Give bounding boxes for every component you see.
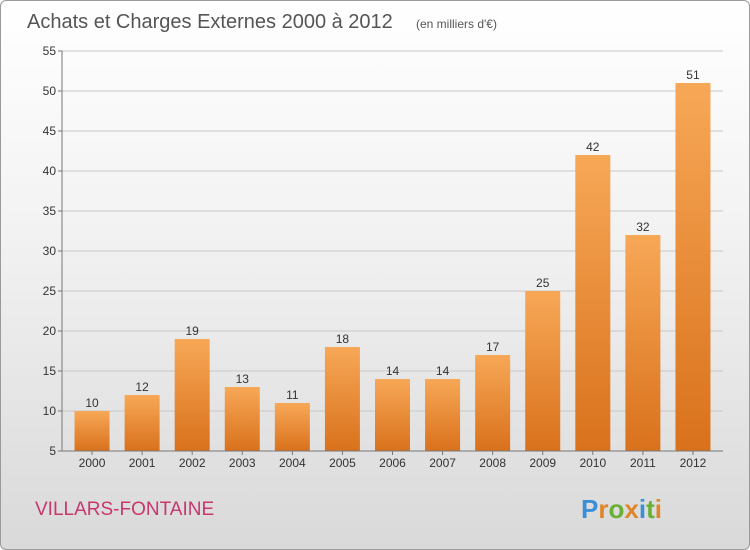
- logo-letter: o: [608, 494, 624, 524]
- bar-2010: [575, 155, 611, 451]
- x-tick-label-2003: 2003: [229, 456, 256, 470]
- bars: 10 12 19 13 11 18 14 14 17 25 42 32 51: [74, 68, 711, 451]
- x-tick-label-2009: 2009: [529, 456, 556, 470]
- bar-2002: [174, 339, 210, 451]
- x-tick-label-2001: 2001: [129, 456, 156, 470]
- bar-2009: [525, 291, 561, 451]
- x-tick-label-2005: 2005: [329, 456, 356, 470]
- value-label-2003: 13: [236, 372, 250, 386]
- axes: [61, 51, 723, 452]
- logo-letter: P: [581, 494, 598, 524]
- logo-text: Proxiti: [581, 494, 662, 524]
- x-tick-label-2010: 2010: [579, 456, 606, 470]
- value-label-2002: 19: [186, 324, 200, 338]
- bar-2005: [324, 347, 360, 451]
- y-tick-label: 25: [43, 284, 57, 298]
- x-tick-label-2000: 2000: [79, 456, 106, 470]
- bar-2008: [475, 355, 511, 451]
- value-label-2011: 32: [636, 220, 650, 234]
- x-tick-label-2004: 2004: [279, 456, 306, 470]
- bar-2012: [675, 83, 711, 451]
- y-tick-label: 35: [43, 204, 57, 218]
- bar-2006: [375, 379, 410, 451]
- value-label-2008: 17: [486, 340, 500, 354]
- y-tick-label: 5: [49, 444, 56, 458]
- y-tick-label: 45: [43, 124, 57, 138]
- value-label-2001: 12: [135, 380, 149, 394]
- commune-name: VILLARS-FONTAINE: [35, 499, 214, 520]
- y-tick-label: 20: [43, 324, 57, 338]
- value-label-2010: 42: [586, 140, 600, 154]
- y-axis-ticks: 5 10 15 20 25 30 35 40 45 50 55: [43, 44, 62, 458]
- x-axis-ticks: 2000 2001 2002 2003 2004 2005 2006 2007 2008 2009…: [79, 451, 707, 470]
- chart-subtitle: (en milliers d'€): [416, 17, 497, 31]
- bar-2004: [274, 403, 310, 451]
- bar-2000: [74, 411, 110, 451]
- logo-letter: r: [598, 494, 608, 524]
- x-tick-label-2006: 2006: [379, 456, 406, 470]
- y-tick-label: 30: [43, 244, 57, 258]
- logo-letter: x: [624, 494, 639, 524]
- bar-2007: [425, 379, 461, 451]
- y-tick-label: 10: [43, 404, 57, 418]
- logo-letter: t: [646, 494, 655, 524]
- value-label-2000: 10: [85, 396, 99, 410]
- bar-2003: [224, 387, 260, 451]
- value-label-2006: 14: [386, 364, 400, 378]
- x-tick-label-2002: 2002: [179, 456, 206, 470]
- x-tick-label-2008: 2008: [479, 456, 506, 470]
- chart-title: Achats et Charges Externes 2000 à 2012: [27, 11, 393, 33]
- x-tick-label-2012: 2012: [680, 456, 707, 470]
- y-tick-label: 55: [43, 44, 57, 58]
- logo-letter: i: [639, 494, 646, 524]
- y-tick-label: 15: [43, 364, 57, 378]
- value-label-2004: 11: [286, 388, 299, 402]
- proxiti-logo: Proxiti: [581, 494, 662, 524]
- value-label-2007: 14: [436, 364, 450, 378]
- x-tick-label-2011: 2011: [630, 456, 656, 470]
- y-tick-label: 40: [43, 164, 57, 178]
- value-label-2009: 25: [536, 276, 550, 290]
- bar-2011: [625, 235, 661, 451]
- y-tick-label: 50: [43, 84, 57, 98]
- value-label-2005: 18: [336, 332, 350, 346]
- x-tick-label-2007: 2007: [429, 456, 456, 470]
- bar-2001: [124, 395, 160, 451]
- value-label-2012: 51: [686, 68, 700, 82]
- grid-lines: [62, 50, 723, 452]
- logo-letter: i: [655, 494, 662, 524]
